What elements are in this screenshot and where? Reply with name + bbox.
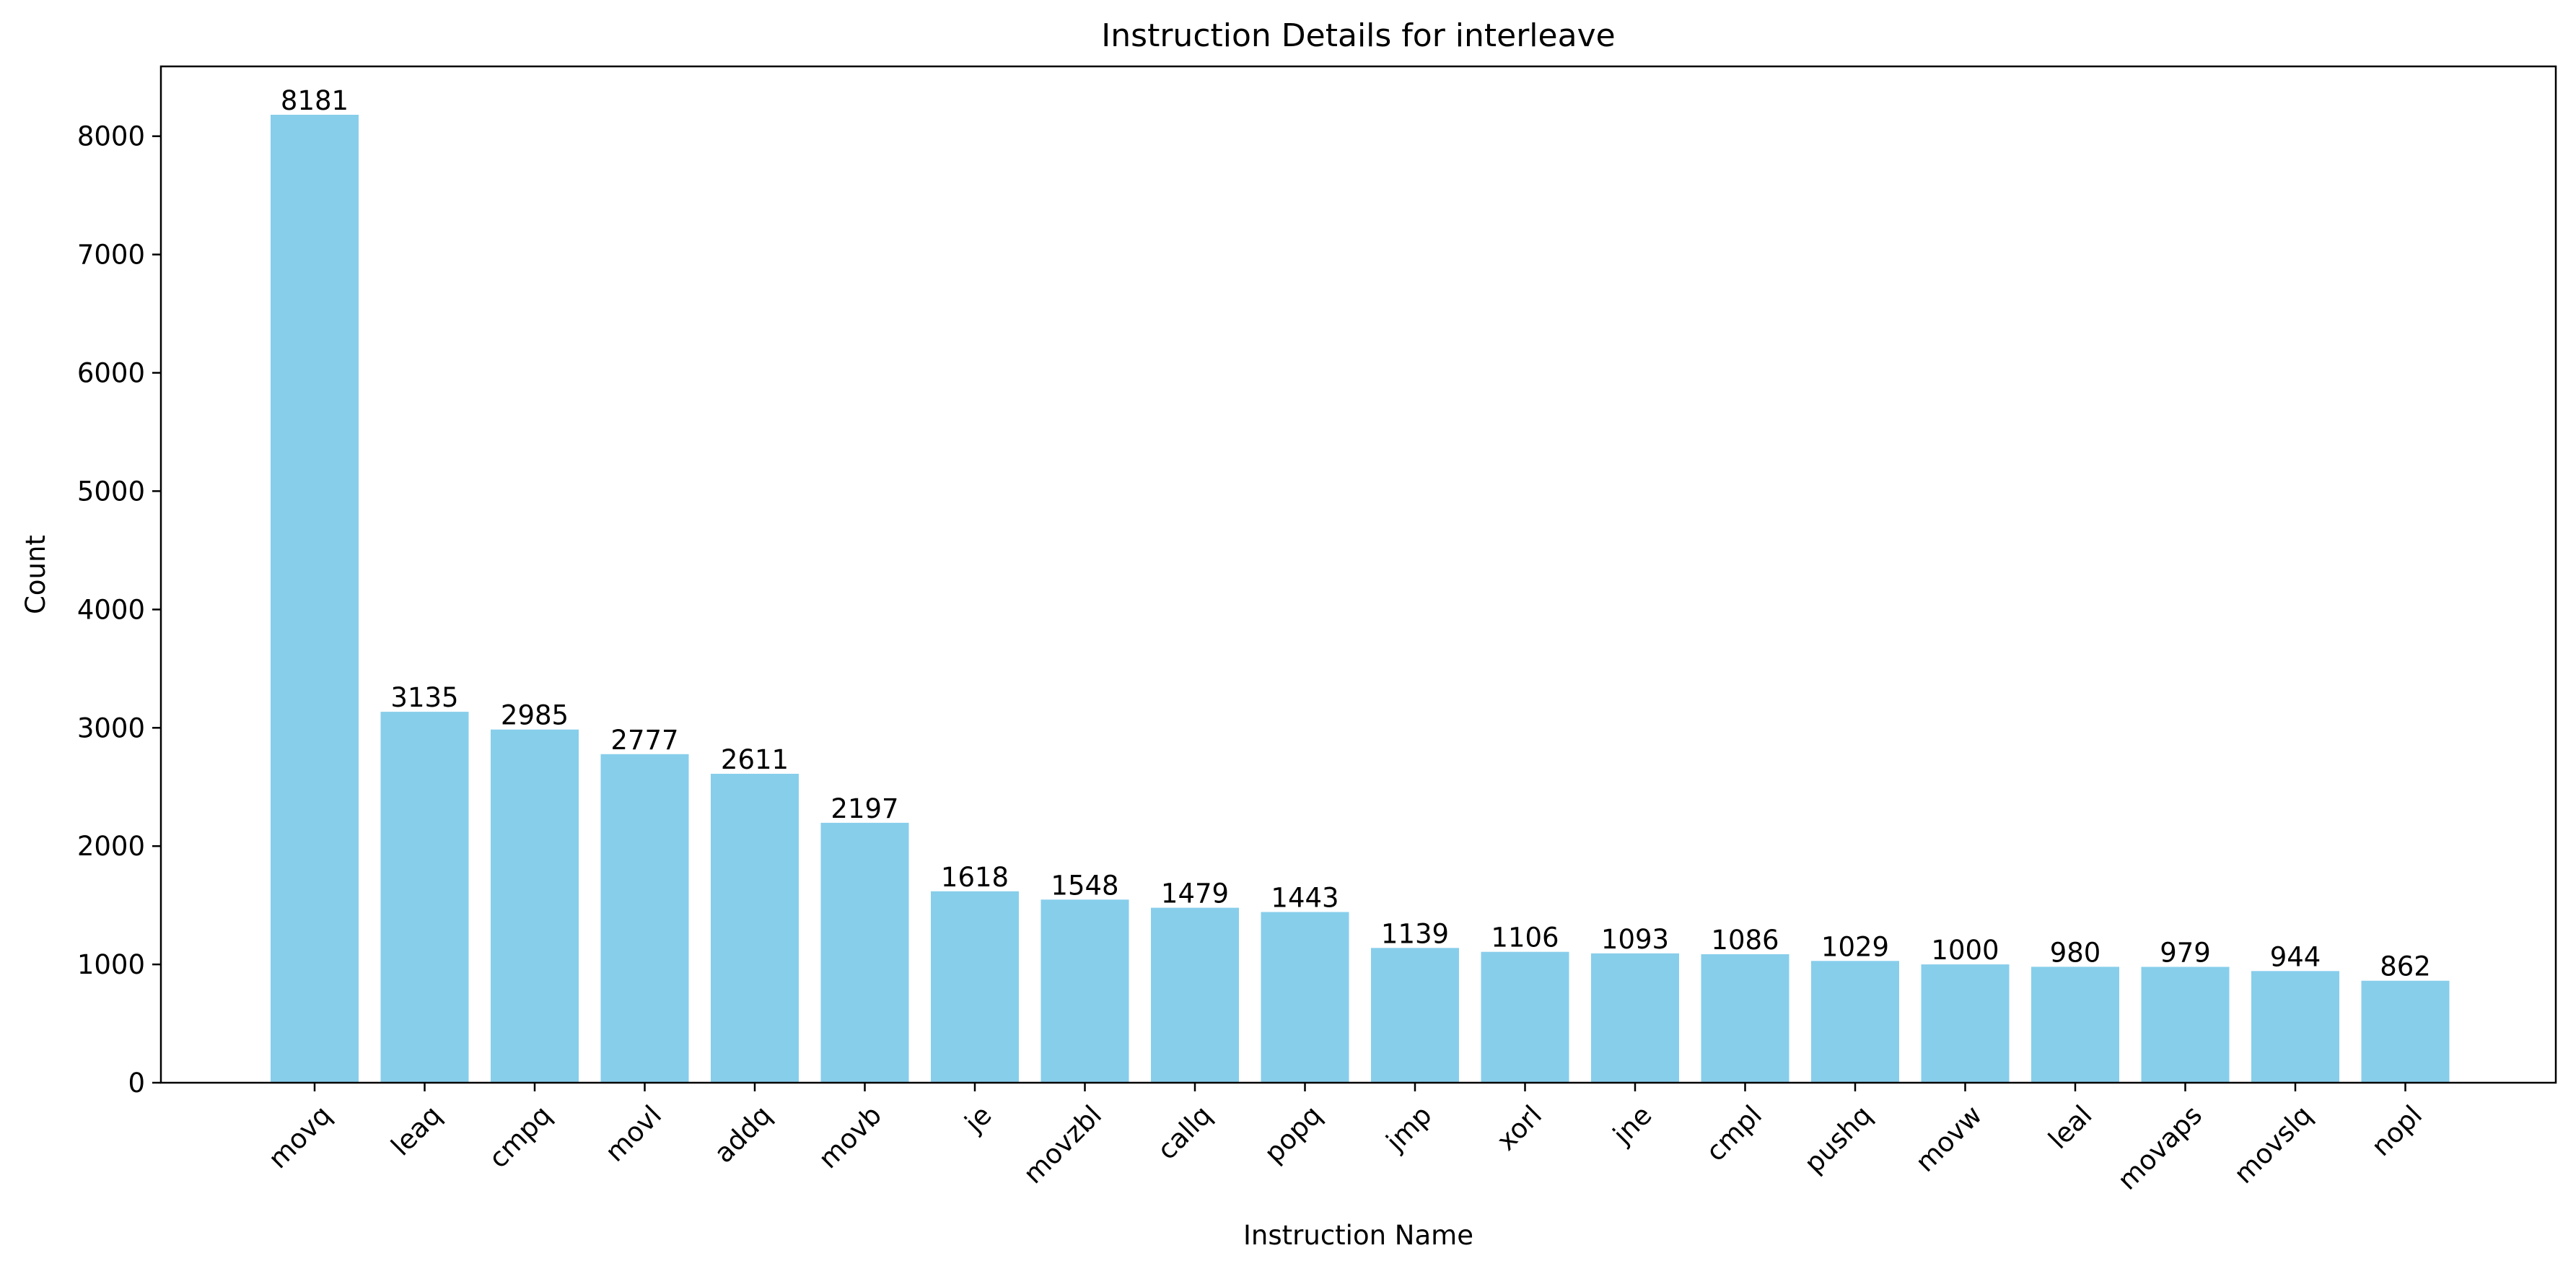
- chart-title: Instruction Details for interleave: [1101, 17, 1615, 54]
- bar-value-label-pushq: 1029: [1821, 931, 1889, 962]
- bar-value-label-cmpq: 2985: [501, 700, 569, 731]
- bar-value-label-movl: 2777: [610, 725, 678, 756]
- bar-movslq: [2251, 971, 2339, 1083]
- y-tick-label: 6000: [77, 358, 145, 389]
- bar-value-label-cmpl: 1086: [1711, 925, 1779, 956]
- bar-value-label-movw: 1000: [1931, 935, 1999, 966]
- bar-values-group: 8181 3135 2985 2777 2611 2197 1618 1548 1479 1443…: [281, 85, 2431, 982]
- bar-value-label-addq: 2611: [721, 744, 789, 775]
- bar-value-label-jmp: 1139: [1381, 918, 1449, 949]
- bar-value-label-je: 1618: [941, 862, 1009, 893]
- bar-movl: [600, 754, 689, 1083]
- bar-jne: [1591, 953, 1679, 1083]
- bar-cmpq: [491, 729, 579, 1083]
- bar-nopl: [2361, 980, 2450, 1083]
- bar-je: [931, 891, 1019, 1083]
- bar-value-label-leaq: 3135: [390, 682, 458, 713]
- bar-movb: [820, 822, 909, 1083]
- bar-movq: [271, 115, 359, 1083]
- bar-value-label-movaps: 979: [2160, 938, 2211, 969]
- bar-value-label-movq: 8181: [281, 85, 349, 116]
- bar-addq: [711, 774, 799, 1083]
- bar-leaq: [380, 712, 469, 1083]
- y-tick-label: 7000: [77, 240, 145, 271]
- bar-value-label-jne: 1093: [1601, 924, 1669, 955]
- bar-value-label-movslq: 944: [2270, 941, 2321, 972]
- y-tick-label: 1000: [77, 949, 145, 980]
- bar-value-label-xorl: 1106: [1491, 922, 1559, 954]
- y-ticks-group: 0 1000 2000 3000 4000 5000 6000 7000 8000: [77, 121, 161, 1099]
- bar-value-label-callq: 1479: [1161, 878, 1229, 909]
- bar-movaps: [2141, 967, 2230, 1083]
- y-tick-label: 0: [128, 1068, 145, 1099]
- y-tick-label: 8000: [77, 121, 145, 152]
- bar-movw: [1921, 964, 2010, 1083]
- bar-value-label-movzbl: 1548: [1051, 870, 1118, 901]
- bar-leal: [2031, 967, 2119, 1083]
- x-axis-label: Instruction Name: [1243, 1220, 1473, 1251]
- bar-value-label-movb: 2197: [831, 793, 898, 824]
- bar-value-label-nopl: 862: [2380, 951, 2431, 982]
- bar-movzbl: [1041, 899, 1129, 1083]
- bar-callq: [1151, 907, 1239, 1083]
- bar-jmp: [1371, 948, 1459, 1083]
- y-tick-label: 3000: [77, 712, 145, 743]
- y-tick-label: 2000: [77, 831, 145, 862]
- bar-value-label-leal: 980: [2050, 937, 2101, 968]
- bar-xorl: [1481, 951, 1569, 1083]
- plot-frame: [159, 65, 2557, 1084]
- y-tick-label: 4000: [77, 594, 145, 625]
- bar-cmpl: [1701, 954, 1789, 1083]
- bar-popq: [1261, 912, 1349, 1083]
- y-axis-label: Count: [20, 535, 51, 614]
- bar-value-label-popq: 1443: [1271, 883, 1339, 914]
- bar-pushq: [1811, 961, 1899, 1083]
- y-tick-label: 5000: [77, 476, 145, 507]
- bars-group: [271, 115, 2450, 1083]
